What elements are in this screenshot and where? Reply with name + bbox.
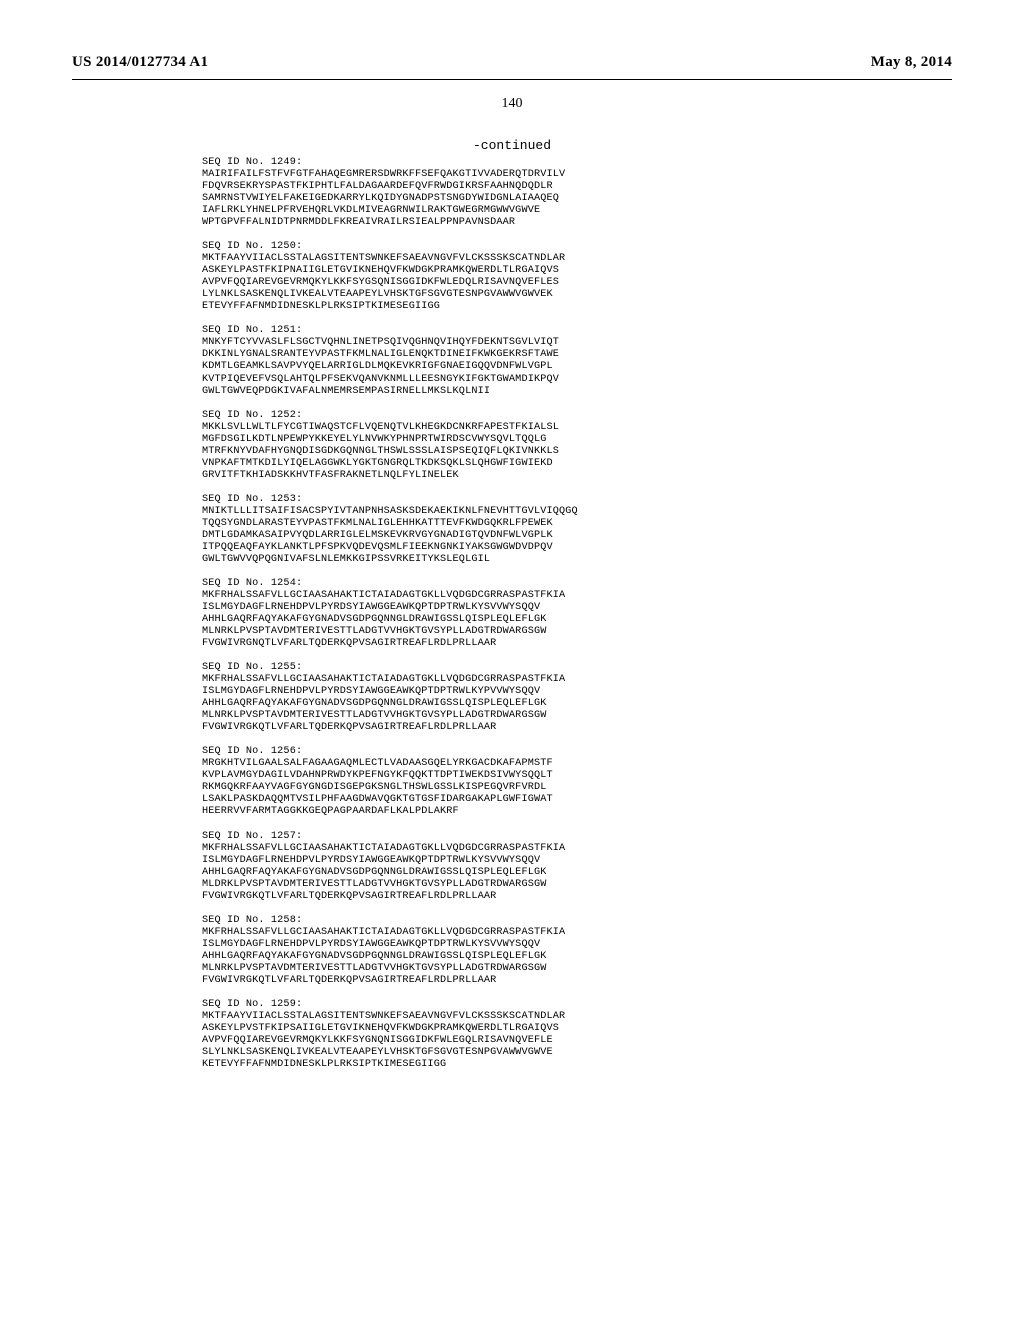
continued-label: -continued [72, 138, 952, 153]
sequence-block: SEQ ID No. 1256: MRGKHTVILGAALSALFAGAAGA… [202, 746, 952, 818]
sequence-block: SEQ ID No. 1254: MKFRHALSSAFVLLGCIAASAHA… [202, 578, 952, 650]
publication-date: May 8, 2014 [871, 54, 952, 71]
sequence-listing: SEQ ID No. 1249: MAIRIFAILFSTFVFGTFAHAQE… [72, 157, 952, 1071]
header-rule [72, 79, 952, 80]
page-number: 140 [72, 96, 952, 112]
sequence-block: SEQ ID No. 1250: MKTFAAYVIIACLSSTALAGSIT… [202, 241, 952, 313]
sequence-block: SEQ ID No. 1253: MNIKTLLLITSAIFISACSPYIV… [202, 494, 952, 566]
sequence-block: SEQ ID No. 1251: MNKYFTCYVVASLFLSGCTVQHN… [202, 325, 952, 397]
page-header: US 2014/0127734 A1 May 8, 2014 [72, 54, 952, 71]
sequence-block: SEQ ID No. 1255: MKFRHALSSAFVLLGCIAASAHA… [202, 662, 952, 734]
sequence-block: SEQ ID No. 1259: MKTFAAYVIIACLSSTALAGSIT… [202, 999, 952, 1071]
sequence-block: SEQ ID No. 1252: MKKLSVLLWLTLFYCGTIWAQST… [202, 410, 952, 482]
sequence-block: SEQ ID No. 1257: MKFRHALSSAFVLLGCIAASAHA… [202, 831, 952, 903]
sequence-block: SEQ ID No. 1249: MAIRIFAILFSTFVFGTFAHAQE… [202, 157, 952, 229]
publication-number: US 2014/0127734 A1 [72, 54, 208, 71]
sequence-block: SEQ ID No. 1258: MKFRHALSSAFVLLGCIAASAHA… [202, 915, 952, 987]
page: US 2014/0127734 A1 May 8, 2014 140 -cont… [0, 0, 1024, 1320]
